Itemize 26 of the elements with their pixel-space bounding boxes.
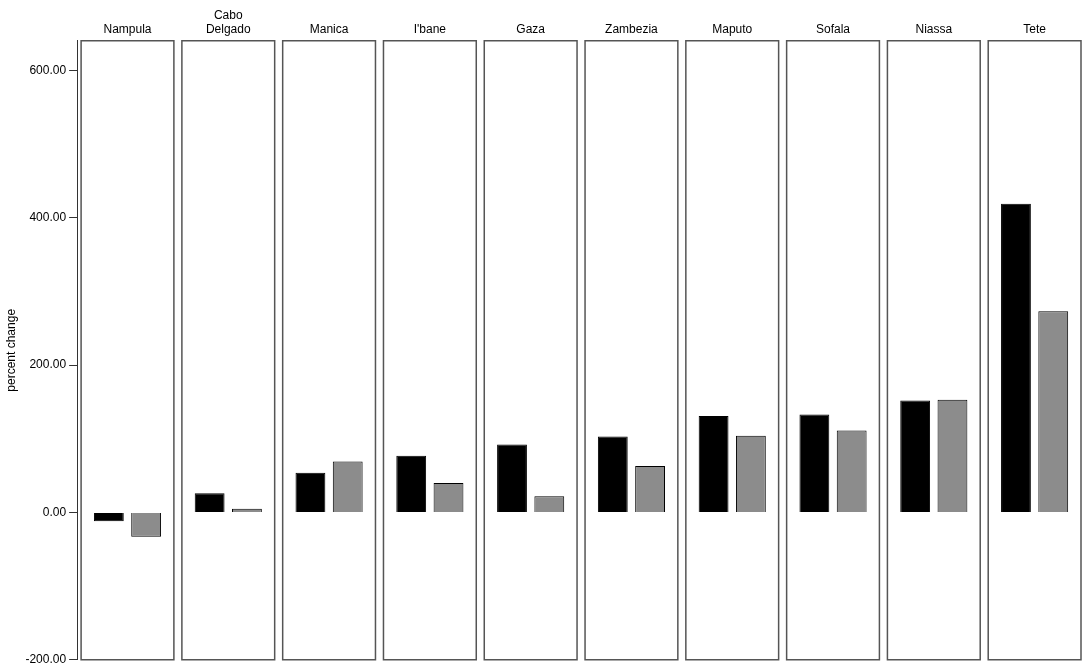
bar — [597, 436, 628, 512]
x-tick-label: Sofala — [816, 21, 851, 36]
y-tick-label: -200.00 — [25, 652, 67, 667]
y-tick-label: 600.00 — [29, 62, 67, 77]
bar — [799, 414, 830, 512]
x-tick-label: Gaza — [516, 21, 546, 36]
x-tick-label: Nampula — [103, 21, 152, 36]
x-tick-label: Maputo — [712, 21, 753, 36]
x-tick-label: Tete — [1023, 21, 1047, 36]
y-tick-label: 0.00 — [42, 504, 67, 519]
x-tick-label: I'bane — [413, 21, 447, 36]
bar — [698, 415, 729, 512]
bar — [295, 472, 326, 512]
x-tick-label: Zambezia — [605, 21, 659, 36]
bar — [194, 493, 225, 512]
bar — [497, 444, 527, 512]
bar — [900, 400, 931, 512]
bar — [1001, 203, 1031, 512]
bar — [396, 455, 427, 512]
y-tick-label: 200.00 — [29, 357, 67, 372]
x-tick-label: Cabo Delgado — [205, 7, 251, 36]
y-tick-label: 400.00 — [29, 209, 67, 224]
y-axis-title: percent change — [3, 308, 18, 392]
bar — [93, 512, 124, 522]
x-tick-label: Niassa — [915, 21, 953, 36]
x-tick-label: Manica — [309, 21, 349, 36]
